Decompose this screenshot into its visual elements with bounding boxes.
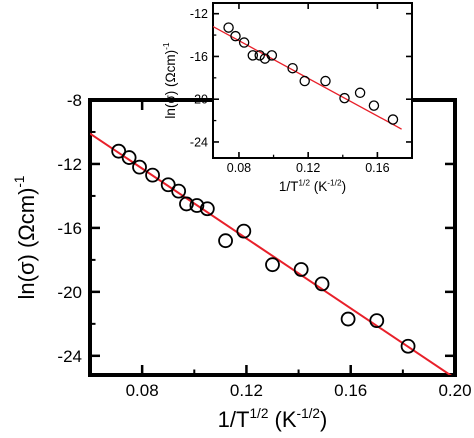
inset-y-tick-label-2: -20 [190,93,208,107]
main-y-tick-label-0: -8 [67,91,82,110]
inset-y-axis-title: ln(σ) (Ωcm)-1 [161,42,178,118]
inset-x-tick-label-0: 0.08 [227,161,251,175]
inset-x-tick-label-2: 0.16 [365,161,389,175]
main-x-axis-title: 1/T1/2 (K-1/2) [218,406,328,432]
main-y-tick-label-2: -16 [57,219,82,238]
inset-y-tick-label-3: -24 [190,135,208,149]
inset-y-tick-label-1: -16 [190,50,208,64]
main-y-tick-label-1: -12 [57,155,82,174]
main-y-axis-title: ln(σ) (Ωcm)-1 [12,175,39,299]
main-x-tick-label-3: 0.20 [438,381,471,400]
main-x-tick-label-0: 0.08 [126,381,159,400]
main-x-tick-label-1: 0.12 [230,381,263,400]
inset-x-tick-label-1: 0.12 [296,161,320,175]
inset-y-tick-label-0: -12 [190,7,208,21]
main-x-tick-label-2: 0.16 [334,381,367,400]
main-y-tick-label-3: -20 [57,283,82,302]
main-y-tick-label-4: -24 [57,347,82,366]
